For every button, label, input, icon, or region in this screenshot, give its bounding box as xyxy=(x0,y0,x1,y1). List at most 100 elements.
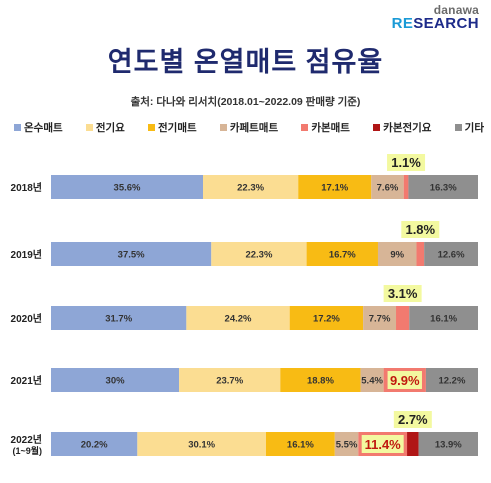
brand-logo: danawa RESEARCH xyxy=(392,4,479,31)
callout-box-4-0 xyxy=(393,411,432,428)
legend-swatch-2 xyxy=(148,124,155,131)
legend-label-0: 온수매트 xyxy=(24,122,63,134)
bar-segment-2-0 xyxy=(51,306,187,330)
category-label-4: 2022년 xyxy=(11,433,42,446)
bar-label-0-6: 16.3% xyxy=(430,183,457,194)
legend-swatch-0 xyxy=(14,124,21,131)
bar-label-4-6: 13.9% xyxy=(435,440,462,451)
brand-logo-search: SEARCH xyxy=(413,15,479,32)
bar-label-3-0: 30% xyxy=(106,376,126,387)
bar-segment-3-3 xyxy=(360,368,384,392)
legend-swatch-6 xyxy=(454,124,462,131)
bar-segment-3-0 xyxy=(51,368,180,392)
callout-label-2-0: 3.1% xyxy=(388,286,418,301)
bar-label-2-6: 16.1% xyxy=(430,314,457,325)
bar-segment-2-4 xyxy=(396,306,410,330)
category-label-2: 2020년 xyxy=(11,312,42,325)
bar-segment-1-0 xyxy=(51,242,212,266)
callout-label-1-0: 1.8% xyxy=(405,222,435,237)
legend-item-0: 온수매트 xyxy=(14,120,63,135)
legend-item-1: 전기요 xyxy=(85,120,125,135)
legend-item-6: 기타 xyxy=(454,120,484,135)
bar-label-2-1: 24.2% xyxy=(225,314,252,325)
bar-label-2-3: 7.7% xyxy=(369,314,391,325)
bar-label-0-3: 7.6% xyxy=(377,183,399,194)
legend-item-4: 카본매트 xyxy=(301,120,350,135)
inline-highlight-4-4 xyxy=(361,435,404,453)
bar-label-1-2: 16.7% xyxy=(329,250,356,261)
bar-segment-1-6 xyxy=(424,242,478,266)
legend-item-5: 카본전기요 xyxy=(373,120,431,135)
legend-swatch-3 xyxy=(219,124,227,131)
legend-item-3: 카페트매트 xyxy=(219,120,279,135)
bar-segment-4-5 xyxy=(407,432,419,456)
bar-segment-4-6 xyxy=(418,432,478,456)
legend-item-2: 전기매트 xyxy=(148,120,197,135)
bar-label-0-0: 35.6% xyxy=(114,183,141,194)
brand-logo-re: RE xyxy=(391,15,414,32)
legend-label-3: 카페트매트 xyxy=(229,122,279,134)
legend-swatch-1 xyxy=(85,124,93,131)
bar-label-2-0: 31.7% xyxy=(105,314,132,325)
bar-label-4-2: 16.1% xyxy=(287,440,314,451)
bar-segment-2-3 xyxy=(363,306,397,330)
bar-segment-1-1 xyxy=(211,242,307,266)
legend-label-5: 카본전기요 xyxy=(383,122,432,134)
callout-label-4-0: 2.7% xyxy=(398,412,428,427)
bar-segment-3-2 xyxy=(280,368,361,392)
bar-segment-4-0 xyxy=(51,432,138,456)
bar-segment-2-2 xyxy=(289,306,364,330)
bar-segment-4-2 xyxy=(265,432,335,456)
bar-label-3-1: 23.7% xyxy=(216,376,243,387)
bar-segment-4-3 xyxy=(334,432,359,456)
legend-swatch-5 xyxy=(373,124,381,131)
category-label-3: 2021년 xyxy=(11,374,42,387)
bar-label-3-3: 5.4% xyxy=(361,376,383,387)
legend-label-4: 카본매트 xyxy=(311,122,350,134)
bar-segment-4-1 xyxy=(137,432,266,456)
bar-label-3-4: 9.9% xyxy=(390,373,420,388)
brand-logo-bottom: RESEARCH xyxy=(392,16,479,31)
callout-box-1-0 xyxy=(401,221,440,238)
bar-segment-3-1 xyxy=(179,368,281,392)
bar-segment-1-3 xyxy=(377,242,417,266)
callout-label-0-0: 1.1% xyxy=(391,155,421,170)
bar-segment-2-1 xyxy=(186,306,290,330)
bar-label-4-3: 5.5% xyxy=(336,440,358,451)
bar-segment-0-4 xyxy=(403,175,409,199)
inline-highlight-3-4 xyxy=(387,371,422,389)
bar-label-4-1: 30.1% xyxy=(188,440,215,451)
legend-swatch-4 xyxy=(301,124,309,131)
bar-segment-3-6 xyxy=(425,368,478,392)
category-sublabel-4: (1~9월) xyxy=(12,445,42,456)
chart-title: 연도별 온열매트 점유율 xyxy=(107,47,384,77)
bar-label-4-4: 11.4% xyxy=(365,437,402,452)
chart-source: 출처: 다나와 리서치(2018.01~2022.09 판매량 기준) xyxy=(130,96,361,108)
bar-segment-0-6 xyxy=(408,175,478,199)
bar-label-0-2: 17.1% xyxy=(321,183,348,194)
chart-legend: 온수매트 전기요 전기매트 카페트매트 카본매트 카본전기요 기타 xyxy=(14,120,484,135)
callout-box-2-0 xyxy=(383,285,422,302)
bar-label-3-6: 12.2% xyxy=(438,376,465,387)
bar-segment-0-3 xyxy=(371,175,404,199)
bar-segment-1-4 xyxy=(416,242,425,266)
brand-logo-top: danawa xyxy=(433,3,479,17)
bar-label-4-0: 20.2% xyxy=(81,440,108,451)
bar-segment-0-2 xyxy=(298,175,372,199)
bar-segment-1-2 xyxy=(306,242,378,266)
bar-label-1-6: 12.6% xyxy=(438,250,465,261)
category-label-1: 2019년 xyxy=(11,248,42,261)
category-label-0: 2018년 xyxy=(11,181,42,194)
legend-label-1: 전기요 xyxy=(95,122,125,134)
bar-label-0-1: 22.3% xyxy=(237,183,264,194)
bar-segment-0-0 xyxy=(51,175,204,199)
bar-label-1-0: 37.5% xyxy=(118,250,145,261)
legend-label-6: 기타 xyxy=(464,122,484,134)
bar-label-1-3: 9% xyxy=(390,250,404,261)
bar-label-3-2: 18.8% xyxy=(307,376,334,387)
bar-label-2-2: 17.2% xyxy=(313,314,340,325)
legend-label-2: 전기매트 xyxy=(158,122,197,134)
bar-segment-2-6 xyxy=(409,306,478,330)
bar-segment-0-1 xyxy=(203,175,299,199)
